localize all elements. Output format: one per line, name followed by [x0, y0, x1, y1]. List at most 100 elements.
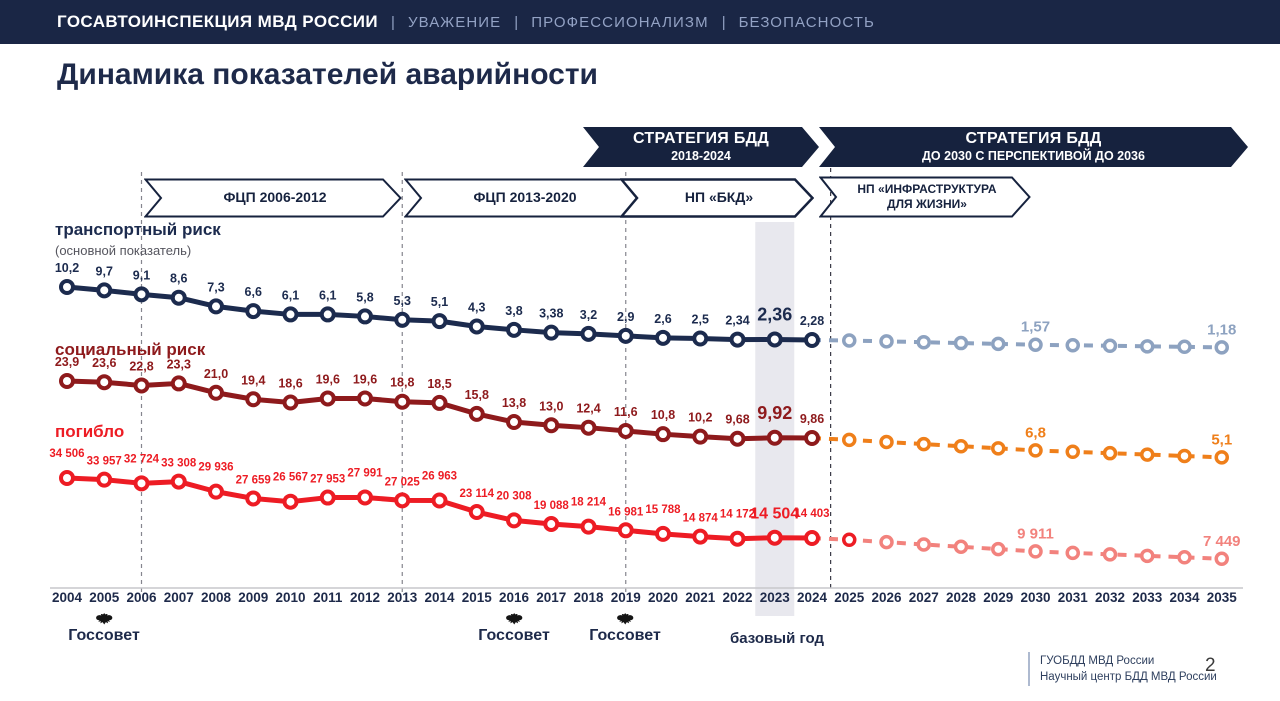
- svg-text:6,1: 6,1: [319, 288, 336, 302]
- svg-text:13,8: 13,8: [502, 396, 526, 410]
- svg-text:8,6: 8,6: [170, 272, 187, 286]
- svg-text:2018: 2018: [573, 590, 604, 605]
- svg-text:2023: 2023: [760, 590, 791, 605]
- arrow-np-bkd: НП «БКД»: [620, 178, 814, 218]
- svg-text:27 991: 27 991: [347, 467, 383, 479]
- svg-text:6,8: 6,8: [1025, 424, 1046, 441]
- accident-dynamics-chart: 2004 2005 2006 2007 2008 2009 2010 2011 2012 2013…: [49, 168, 1243, 616]
- svg-text:21,0: 21,0: [204, 367, 228, 381]
- footer-org-line1: ГУОБДД МВД России: [1040, 654, 1155, 667]
- svg-text:2030: 2030: [1020, 590, 1050, 605]
- svg-text:18,5: 18,5: [427, 377, 451, 391]
- svg-text:2017: 2017: [536, 590, 566, 605]
- svg-text:2012: 2012: [350, 590, 380, 605]
- eagle-icon: [505, 613, 523, 625]
- footer-divider: [1028, 652, 1030, 686]
- series-label-transport-risk: транспортный риск: [55, 220, 221, 239]
- svg-text:2,5: 2,5: [692, 313, 709, 327]
- footer-org-line2: Научный центр БДД МВД России: [1040, 671, 1217, 683]
- svg-text:2,28: 2,28: [800, 314, 824, 328]
- footer-org: ГУОБДД МВД России Научный центр БДД МВД …: [1040, 653, 1217, 685]
- eagle-icon: [95, 613, 113, 625]
- svg-text:3,8: 3,8: [505, 304, 522, 318]
- svg-text:27 025: 27 025: [385, 476, 421, 488]
- svg-text:11,6: 11,6: [614, 405, 638, 419]
- svg-text:27 953: 27 953: [310, 474, 345, 486]
- svg-text:2016: 2016: [499, 590, 530, 605]
- svg-text:2004: 2004: [52, 590, 83, 605]
- arrow-label-line2: ДЛЯ ЖИЗНИ»: [887, 197, 967, 211]
- svg-text:2,36: 2,36: [757, 304, 792, 324]
- svg-text:2007: 2007: [164, 590, 194, 605]
- svg-text:23 114: 23 114: [459, 488, 494, 500]
- svg-text:9,7: 9,7: [96, 264, 113, 278]
- motto-respect: УВАЖЕНИЕ: [407, 13, 502, 31]
- arrow-np-infrastructure: НП «ИНФРАСТРУКТУРА ДЛЯ ЖИЗНИ»: [819, 176, 1031, 218]
- separator: |: [721, 13, 726, 31]
- svg-text:2025: 2025: [834, 590, 865, 605]
- svg-text:9 911: 9 911: [1017, 525, 1054, 542]
- gossovet-label: Госсовет: [589, 627, 661, 644]
- svg-text:14 504: 14 504: [750, 506, 799, 523]
- svg-text:2013: 2013: [387, 590, 418, 605]
- banner-strategy-bdd-2018-2024: СТРАТЕГИЯ БДД 2018-2024: [583, 127, 819, 167]
- svg-text:10,2: 10,2: [688, 411, 712, 425]
- svg-text:14 172: 14 172: [720, 509, 755, 521]
- svg-text:2008: 2008: [201, 590, 232, 605]
- svg-text:29 936: 29 936: [198, 462, 233, 474]
- svg-text:2009: 2009: [238, 590, 268, 605]
- banner-line2: 2018-2024: [671, 148, 731, 163]
- brand-title: ГОСАВТОИНСПЕКЦИЯ МВД РОССИИ: [57, 12, 379, 31]
- page-number: 2: [1205, 655, 1216, 676]
- svg-text:2010: 2010: [275, 590, 305, 605]
- svg-text:32 724: 32 724: [124, 453, 160, 465]
- svg-text:15 788: 15 788: [645, 504, 681, 516]
- svg-text:10,2: 10,2: [55, 261, 79, 275]
- svg-text:18,6: 18,6: [278, 377, 302, 391]
- svg-text:5,3: 5,3: [394, 294, 411, 308]
- svg-text:2,9: 2,9: [617, 310, 634, 324]
- svg-text:27 659: 27 659: [236, 474, 271, 486]
- svg-text:1,57: 1,57: [1021, 319, 1050, 336]
- banner-line1: СТРАТЕГИЯ БДД: [965, 130, 1102, 148]
- svg-text:2020: 2020: [648, 590, 678, 605]
- series-note-main-indicator: (основной показатель): [55, 243, 192, 258]
- svg-text:16 981: 16 981: [608, 506, 644, 518]
- svg-text:3,2: 3,2: [580, 308, 597, 322]
- series-label-social-risk: социальный риск: [55, 340, 206, 359]
- svg-text:13,0: 13,0: [539, 399, 563, 413]
- svg-text:23,6: 23,6: [92, 356, 116, 370]
- svg-text:7 449: 7 449: [1203, 533, 1241, 550]
- svg-text:10,8: 10,8: [651, 408, 675, 422]
- svg-text:22,8: 22,8: [129, 359, 153, 373]
- svg-text:19 088: 19 088: [534, 500, 570, 512]
- svg-text:2028: 2028: [946, 590, 977, 605]
- separator: |: [391, 13, 395, 31]
- svg-text:19,4: 19,4: [241, 373, 265, 387]
- svg-text:5,8: 5,8: [356, 290, 373, 304]
- svg-text:1,18: 1,18: [1207, 321, 1236, 338]
- svg-text:2035: 2035: [1207, 590, 1238, 605]
- svg-text:2,6: 2,6: [654, 312, 671, 326]
- svg-text:2015: 2015: [462, 590, 493, 605]
- gossovet-marker-2016: Госсовет: [478, 611, 550, 645]
- gossovet-marker-2019: Госсовет: [589, 611, 661, 645]
- svg-text:2033: 2033: [1132, 590, 1163, 605]
- svg-text:19,6: 19,6: [353, 372, 377, 386]
- svg-text:18 214: 18 214: [571, 497, 607, 509]
- svg-text:2,34: 2,34: [725, 314, 749, 328]
- svg-text:6,6: 6,6: [245, 285, 262, 299]
- svg-text:12,4: 12,4: [576, 402, 600, 416]
- base-year-label: базовый год: [730, 630, 824, 647]
- svg-text:2019: 2019: [611, 590, 641, 605]
- svg-text:2026: 2026: [871, 590, 902, 605]
- svg-text:2032: 2032: [1095, 590, 1125, 605]
- svg-text:26 567: 26 567: [273, 472, 308, 484]
- svg-text:2005: 2005: [89, 590, 120, 605]
- banner-line2: ДО 2030 С ПЕРСПЕКТИВОЙ ДО 2036: [922, 148, 1145, 163]
- arrow-label: ФЦП 2006-2012: [223, 189, 327, 206]
- svg-text:2031: 2031: [1058, 590, 1089, 605]
- svg-text:2034: 2034: [1169, 590, 1200, 605]
- svg-text:2006: 2006: [126, 590, 157, 605]
- arrow-label: НП «БКД»: [684, 189, 754, 206]
